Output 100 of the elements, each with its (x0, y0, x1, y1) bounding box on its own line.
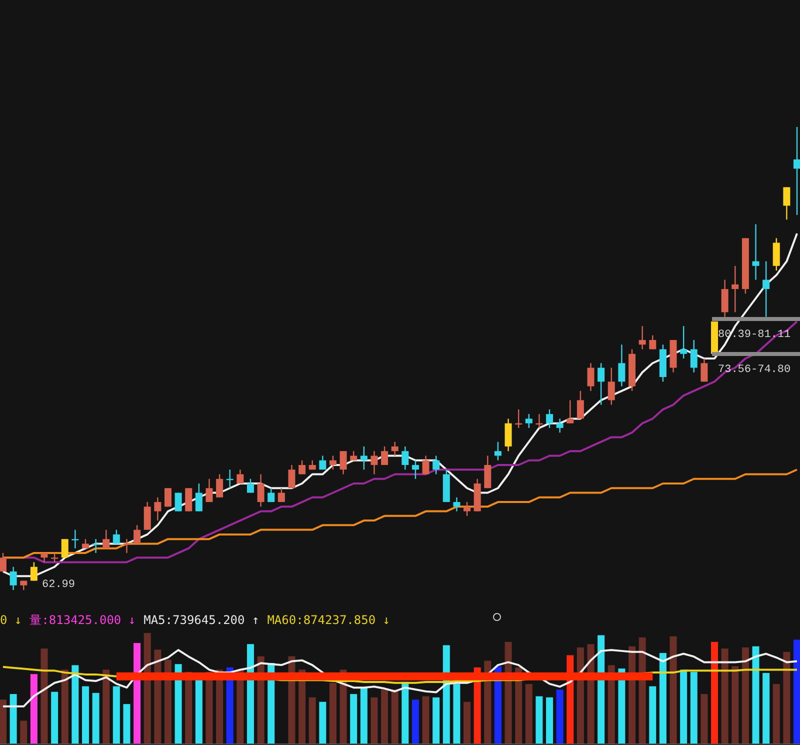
bar (742, 647, 749, 744)
bar (680, 670, 688, 744)
candlestick (772, 238, 780, 272)
candlestick (236, 469, 244, 484)
candlestick (257, 474, 264, 508)
candlestick (783, 186, 790, 220)
candlestick (370, 450, 378, 475)
bar (732, 666, 739, 744)
candlestick (432, 455, 440, 475)
text: 量:813425.000 ↓ (30, 613, 136, 627)
candlestick (278, 488, 285, 503)
candlestick (381, 446, 388, 466)
candlestick (144, 501, 151, 530)
candlestick (0, 552, 6, 572)
candlestick (618, 344, 626, 387)
bar (752, 646, 760, 744)
bar (422, 696, 430, 744)
candlestick (174, 492, 182, 512)
candlestick (92, 538, 100, 554)
bar (20, 720, 28, 744)
bar (711, 642, 718, 744)
bar (30, 674, 38, 744)
bar (370, 697, 378, 744)
text: MA60:874237.850 ↓ (267, 613, 390, 627)
bar (772, 684, 780, 744)
candlestick (762, 260, 770, 318)
bar (82, 686, 89, 744)
candlestick (504, 418, 512, 452)
bar (402, 682, 409, 744)
candlestick (164, 488, 172, 508)
candlestick (680, 325, 688, 360)
candlestick (319, 455, 326, 470)
bar (319, 702, 326, 744)
bar (92, 692, 100, 744)
bar (123, 704, 130, 744)
bar (525, 684, 532, 744)
bar (0, 700, 6, 744)
bar (10, 694, 17, 744)
bar (700, 694, 708, 744)
bar (453, 684, 460, 744)
bar (464, 702, 471, 744)
candlestick (350, 450, 358, 461)
candlestick (102, 529, 110, 549)
candlestick (412, 460, 419, 480)
candlestick (402, 446, 409, 470)
bar (783, 652, 790, 744)
bar (432, 697, 440, 744)
text: 0 ↓ (0, 613, 22, 627)
bar (40, 648, 48, 744)
bar (72, 665, 79, 744)
candlestick (216, 474, 224, 498)
candlestick (608, 367, 615, 406)
candlestick (112, 529, 120, 544)
candlestick (752, 224, 760, 280)
bar (536, 696, 543, 744)
candlestick (360, 446, 368, 470)
bar (134, 642, 141, 744)
candlestick (298, 460, 306, 475)
annotation: 62.99 (42, 579, 76, 591)
bar (51, 692, 58, 744)
bar (690, 672, 698, 744)
candlestick (556, 418, 564, 434)
candlestick (30, 562, 38, 582)
bar (308, 697, 316, 744)
bar (195, 680, 202, 744)
candlestick (700, 358, 708, 382)
bar (381, 690, 388, 744)
candlestick (72, 529, 79, 549)
candlestick (484, 455, 492, 489)
candlestick (134, 524, 141, 544)
candlestick (246, 478, 254, 494)
candlestick (391, 441, 398, 456)
candlestick (794, 126, 800, 216)
candlestick (206, 478, 213, 503)
candlestick (288, 464, 296, 489)
candlestick (464, 501, 471, 517)
candlestick (10, 566, 17, 591)
candlestick (82, 538, 89, 549)
bar (102, 670, 110, 744)
bar (659, 652, 666, 744)
bar (329, 682, 336, 744)
candlestick (638, 325, 646, 350)
candlestick (721, 279, 728, 318)
candlestick (566, 400, 574, 424)
candlestick (123, 538, 130, 554)
candlestick (20, 580, 28, 591)
candlestick (576, 390, 584, 420)
candlestick (494, 441, 502, 461)
bar (412, 700, 419, 744)
candlestick (185, 488, 192, 512)
candlestick (195, 482, 202, 512)
bar (638, 637, 646, 744)
bar (721, 648, 728, 744)
bar (794, 640, 800, 744)
text: MA5:739645.200 ↑ (144, 613, 260, 627)
bar (391, 690, 398, 744)
candlestick (649, 334, 656, 350)
bar (649, 686, 656, 744)
candlestick (51, 552, 58, 563)
candlestick (329, 455, 336, 470)
